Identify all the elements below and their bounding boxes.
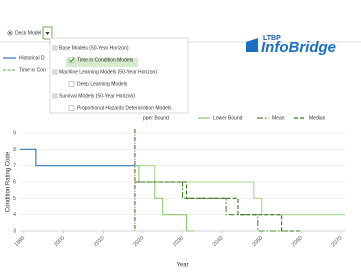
y-tick-label: 3 (13, 228, 16, 234)
menu-items: Base Models (50-Year Horizon) Time in Con… (52, 45, 172, 111)
y-tick-label: 7 (13, 163, 16, 169)
logo-name: InfoBridge (261, 39, 336, 56)
menu-item[interactable]: Time in Condition Models (77, 57, 134, 63)
option-label: Deck Model (15, 30, 41, 36)
series-line (20, 148, 135, 167)
selected-row (66, 58, 138, 67)
checkbox[interactable] (68, 57, 75, 63)
checkbox[interactable] (68, 105, 75, 111)
menu-item[interactable]: Deep Learning Models (77, 81, 128, 87)
series-line (134, 181, 294, 232)
dropdown-arrow (45, 32, 50, 35)
side-legend-label: Historical D (19, 55, 45, 61)
y-axis-title: Condition Rating Code (6, 151, 12, 212)
y-tick-label: 4 (13, 212, 16, 218)
checkbox[interactable] (68, 81, 75, 87)
x-axis-title: Year (176, 263, 188, 269)
legend-label[interactable]: Median (309, 115, 326, 121)
y-tick-label: 8 (13, 147, 16, 153)
menu-group: Machine Learning Models (50-Year Horizon… (59, 69, 157, 75)
logo-icon (246, 38, 258, 52)
menu: Base Models (50-Year Horizon) Time in Con… (49, 37, 189, 114)
logo-prefix: LTBP (263, 35, 281, 42)
menu-group: Survival Models (50-Year Horizon) (59, 93, 135, 99)
y-tick-label: 5 (13, 196, 16, 202)
menu-item[interactable]: Proportional Hazards Deterioration Model… (77, 105, 172, 111)
checkmark (69, 57, 75, 63)
series-line (134, 181, 302, 232)
legend-label[interactable]: Mean (272, 115, 285, 121)
radio-dot (9, 32, 11, 34)
legend-label[interactable]: Lower Bound (213, 115, 243, 121)
y-tick-label: 6 (13, 179, 16, 185)
menu-panel (49, 37, 189, 114)
menu-group: Base Models (50-Year Horizon) (59, 45, 129, 51)
series-line (134, 165, 195, 232)
side-legend-label: Time in Con (19, 67, 46, 73)
y-tick-label: 9 (13, 130, 16, 136)
series-line (134, 165, 345, 216)
legend-label[interactable]: pper Bound (143, 115, 169, 121)
